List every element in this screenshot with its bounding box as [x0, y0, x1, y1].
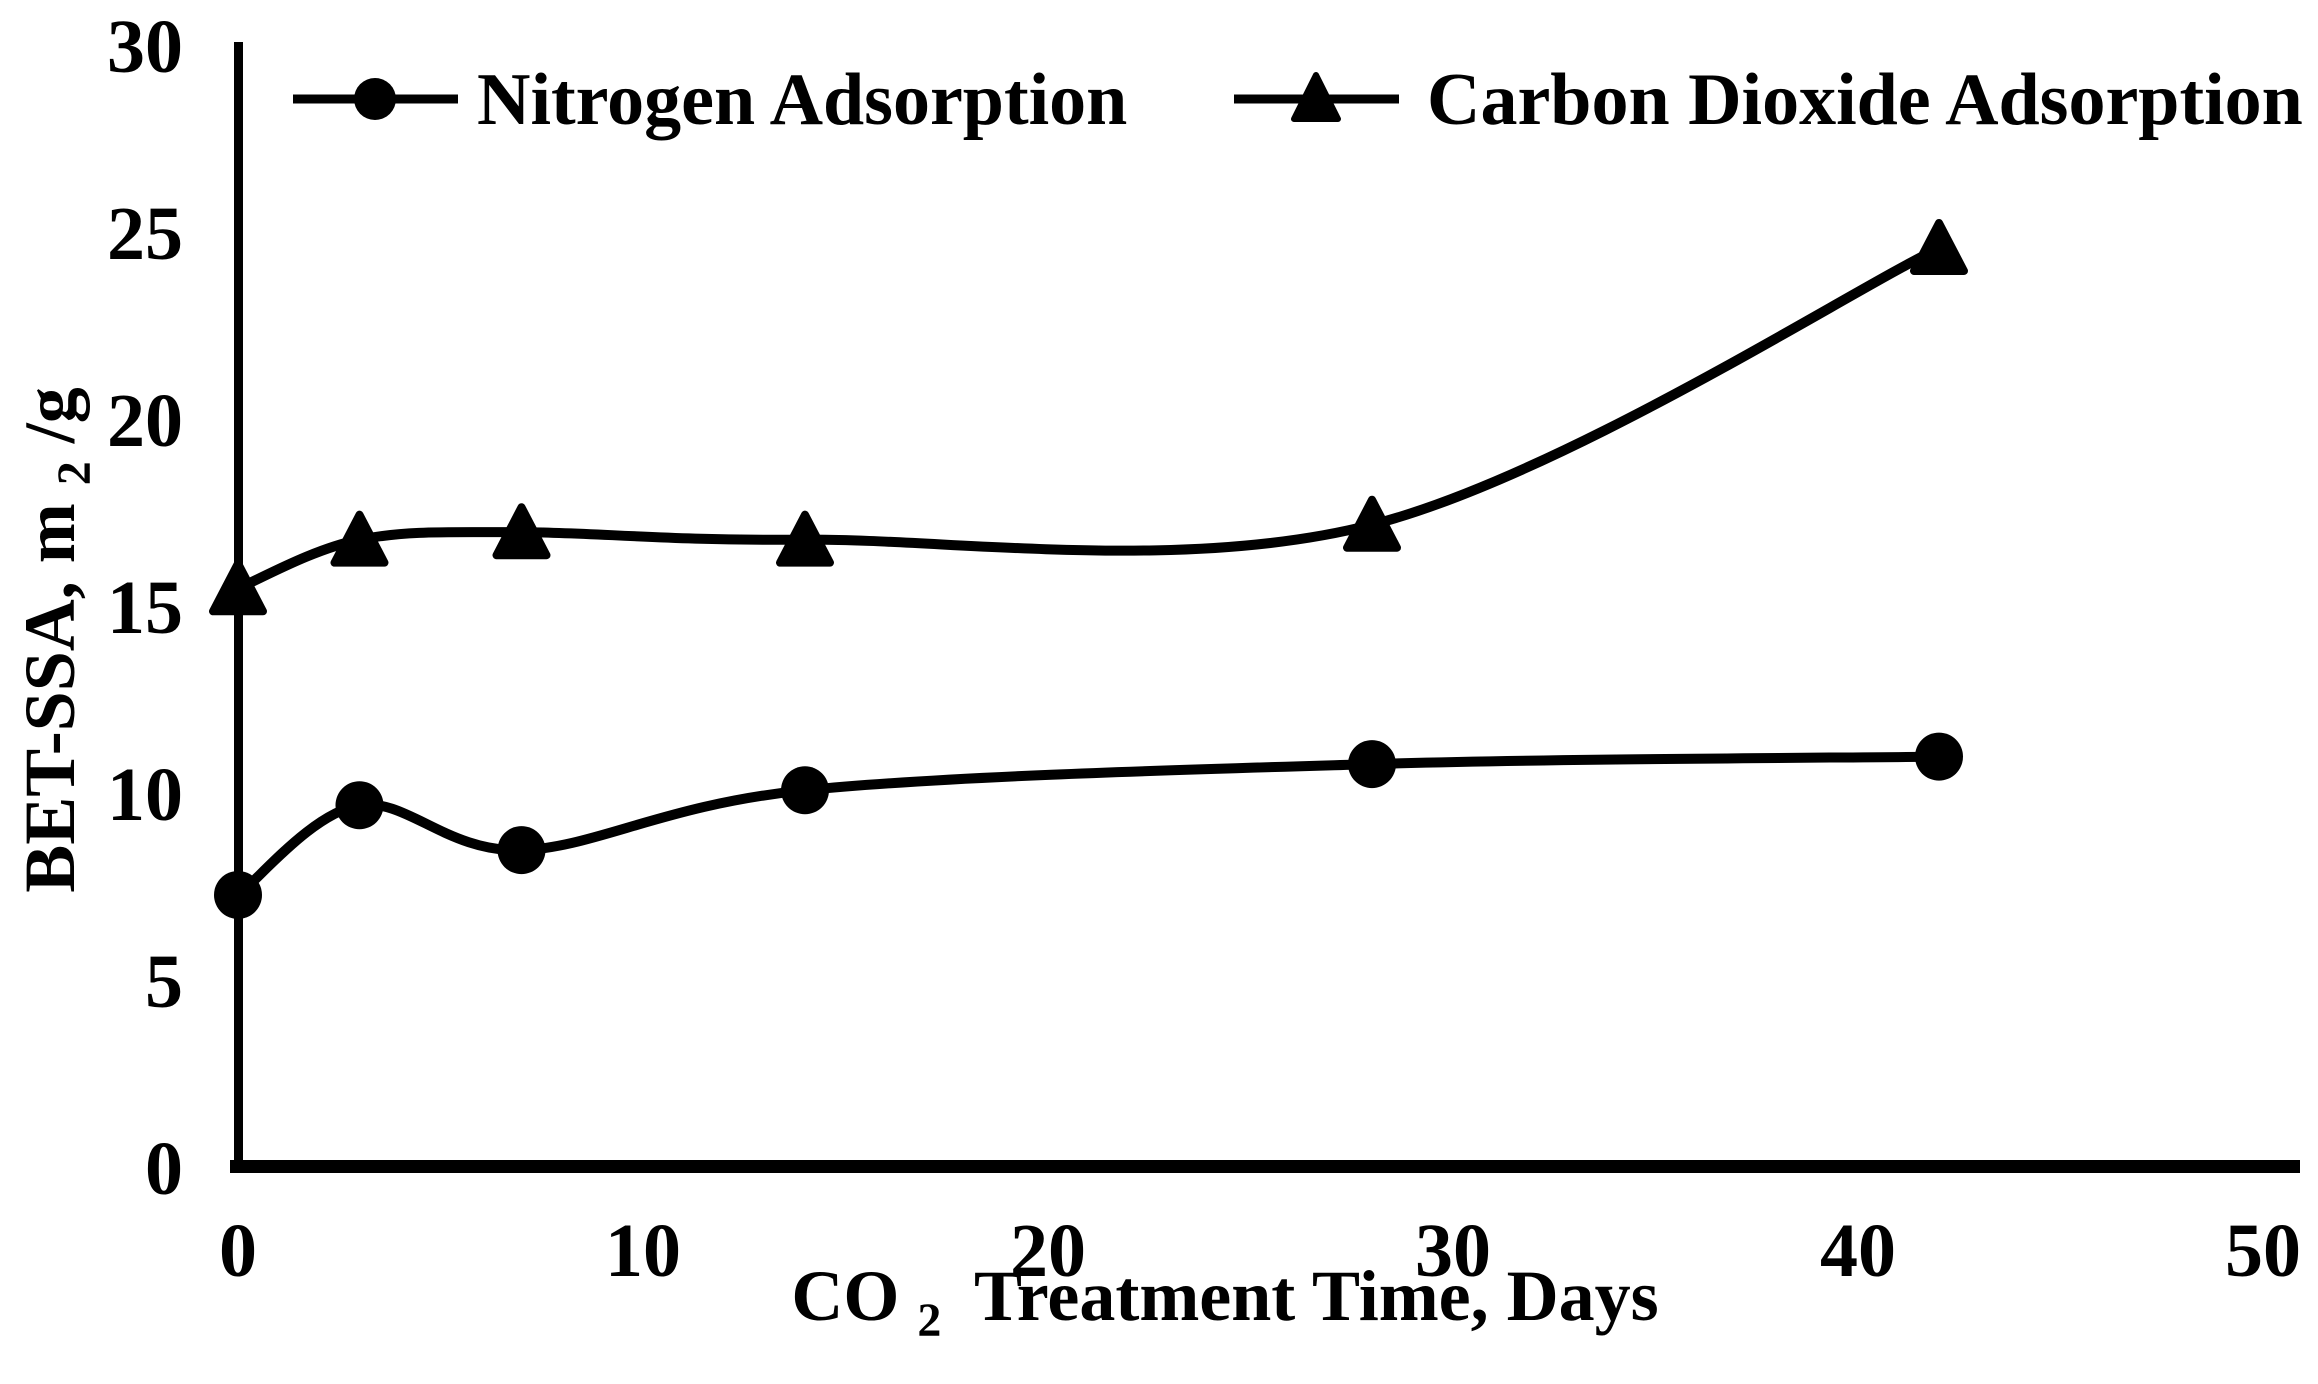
nitrogen-point-marker — [214, 870, 262, 919]
axes — [230, 42, 2300, 1173]
co2-point-marker — [209, 559, 267, 616]
nitrogen-point-marker — [335, 781, 384, 830]
nitrogen-point-marker — [1915, 732, 1963, 781]
x-axis-line — [230, 1160, 2300, 1173]
y-tick-label: 20 — [107, 379, 183, 463]
x-axis-title-rest: Treatment Time, Days — [974, 1256, 1659, 1336]
legend-label-nitrogen: Nitrogen Adsorption — [477, 59, 1127, 141]
y-axis-title-prefix: BET-SSA, m — [10, 503, 90, 893]
y-axis-title-subscript: 2 — [48, 461, 101, 485]
co2-point-marker — [492, 503, 551, 560]
data-series — [209, 218, 1968, 919]
legend-circle-marker-icon — [354, 78, 396, 120]
x-axis-title-prefix: CO — [791, 1256, 899, 1336]
co2-point-marker — [776, 510, 834, 567]
co2-point-marker — [330, 510, 389, 567]
x-tick-label: 0 — [219, 1209, 257, 1293]
legend: Nitrogen Adsorption Carbon Dioxide Adsor… — [293, 59, 2303, 141]
x-tick-label: 50 — [2225, 1209, 2301, 1293]
y-tick-label: 10 — [107, 753, 183, 837]
x-axis-title-subscript: 2 — [917, 1294, 941, 1347]
x-tick-label: 10 — [605, 1209, 681, 1293]
y-axis-title: BET-SSA, m 2 /g — [10, 387, 106, 893]
y-axis-title-rest: /g — [10, 387, 90, 444]
y-axis-ticks: 0 5 10 15 20 25 30 — [107, 5, 183, 1211]
x-axis-title: CO 2 Treatment Time, Days — [791, 1256, 1658, 1352]
y-tick-label: 25 — [107, 192, 183, 276]
x-tick-label: 40 — [1820, 1209, 1896, 1293]
legend-label-co2: Carbon Dioxide Adsorption — [1427, 59, 2303, 141]
co2-point-marker — [1910, 218, 1968, 275]
x-tick-label: 20 — [1010, 1209, 1086, 1293]
y-tick-label: 5 — [145, 940, 183, 1024]
y-tick-label: 15 — [107, 566, 183, 650]
nitrogen-point-marker — [497, 826, 546, 875]
co2-point-marker — [1343, 495, 1401, 552]
nitrogen-series-line — [234, 751, 1940, 899]
x-tick-label: 30 — [1415, 1209, 1491, 1293]
y-tick-label: 30 — [107, 5, 183, 89]
y-tick-label: 0 — [145, 1127, 183, 1211]
co2-series-line — [236, 243, 1942, 593]
x-axis-ticks: 0 10 20 30 40 50 — [219, 1209, 2301, 1293]
nitrogen-point-marker — [781, 766, 829, 815]
legend-triangle-marker-icon — [1291, 72, 1341, 122]
nitrogen-point-marker — [1348, 740, 1396, 789]
